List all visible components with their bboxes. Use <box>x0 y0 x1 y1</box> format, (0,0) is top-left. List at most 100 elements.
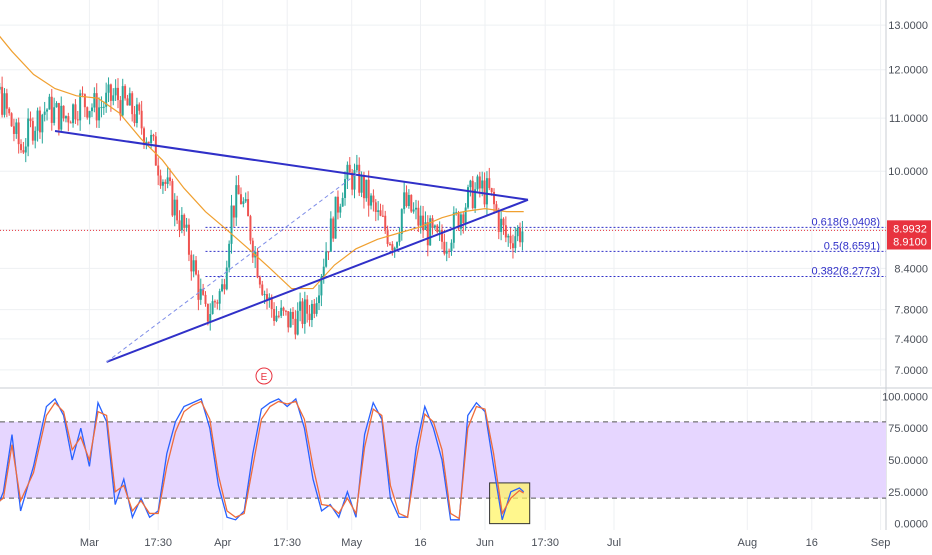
candle-body <box>138 104 141 111</box>
candle-body <box>190 254 193 272</box>
time-axis-tick: 17:30 <box>531 537 559 549</box>
time-axis-tick: 16 <box>414 537 426 549</box>
candle-body <box>325 251 328 267</box>
candle-body <box>289 311 292 328</box>
candle-body <box>235 185 238 218</box>
candle-body <box>169 177 172 182</box>
candle-body <box>116 87 119 101</box>
candle-body <box>507 235 510 238</box>
candle-body <box>98 107 101 121</box>
time-axis-tick: 17:30 <box>273 537 301 549</box>
candle-body <box>55 103 58 108</box>
candle-body <box>24 146 27 153</box>
price-axis-tick: 7.4000 <box>894 334 928 346</box>
candle-body <box>12 126 15 134</box>
candle-body <box>478 176 481 189</box>
candle-body <box>348 164 351 173</box>
candle-body <box>360 175 363 193</box>
candle-body <box>488 178 491 189</box>
candle-body <box>476 176 479 190</box>
candle-body <box>270 297 273 309</box>
candle-body <box>303 299 306 324</box>
candle-body <box>150 134 153 144</box>
candle-body <box>109 84 112 101</box>
candle-body <box>195 260 198 275</box>
candle-body <box>370 195 373 206</box>
candle-body <box>301 301 304 324</box>
candle-body <box>15 122 18 134</box>
candle-body <box>457 212 460 229</box>
candle-body <box>332 218 335 239</box>
candle-body <box>448 250 451 252</box>
fib-level-label: 0.382(8.2773) <box>812 266 881 278</box>
candle-body <box>112 95 115 101</box>
candle-body <box>417 207 420 226</box>
candle-body <box>429 218 432 246</box>
candle-body <box>284 310 287 312</box>
candle-body <box>211 301 214 315</box>
time-axis-tick: 17:30 <box>144 537 172 549</box>
candle-body <box>64 116 67 119</box>
time-axis-tick: Mar <box>80 537 99 549</box>
candle-body <box>322 266 325 277</box>
candle-body <box>455 212 458 214</box>
candle-body <box>119 100 122 116</box>
candle-body <box>308 313 311 321</box>
candle-body <box>20 144 23 151</box>
time-axis-tick: Sep <box>871 537 891 549</box>
candle-body <box>8 108 11 114</box>
candle-body <box>76 119 79 121</box>
event-marker-circle[interactable] <box>255 367 273 385</box>
candle-body <box>221 284 224 292</box>
candle-body <box>95 93 98 121</box>
candle-body <box>511 243 514 249</box>
candle-body <box>213 301 216 303</box>
oscillator-axis-tick: 100.0000 <box>882 391 928 403</box>
candle-body <box>143 128 146 144</box>
price-badge-label: 8.9932 <box>893 223 927 235</box>
candle-body <box>256 251 259 278</box>
candle-body <box>514 236 517 249</box>
candle-body <box>471 180 474 209</box>
candle-body <box>140 110 143 129</box>
candle-body <box>367 179 370 206</box>
candle-body <box>171 181 174 216</box>
candle-body <box>318 295 321 304</box>
candle-body <box>86 107 89 118</box>
candle-body <box>467 187 470 208</box>
candle-body <box>22 150 25 153</box>
candle-body <box>46 109 49 112</box>
candle-body <box>334 196 337 239</box>
candle-body <box>27 118 30 147</box>
candle-body <box>391 244 394 251</box>
candle-body <box>412 209 415 212</box>
candle-body <box>126 98 129 106</box>
candle-body <box>17 122 20 145</box>
candle-body <box>414 207 417 210</box>
price-axis-tick: 10.0000 <box>888 166 928 178</box>
candle-body <box>152 134 155 137</box>
candle-body <box>192 260 195 272</box>
price-axis-tick: 12.0000 <box>888 65 928 77</box>
candle-body <box>251 240 254 258</box>
candle-body <box>277 315 280 317</box>
candle-body <box>353 170 356 190</box>
candle-body <box>400 209 403 234</box>
price-badge-label: 8.9100 <box>893 237 927 249</box>
time-axis-tick: Apr <box>214 537 231 549</box>
candle-body <box>504 225 507 238</box>
candle-body <box>164 181 167 184</box>
candle-body <box>431 218 434 228</box>
candle-body <box>296 310 299 335</box>
candle-body <box>355 164 358 171</box>
candle-body <box>239 194 242 204</box>
candle-body <box>204 294 207 304</box>
candle-body <box>1 86 4 115</box>
candle-body <box>362 175 365 199</box>
candle-body <box>483 180 486 205</box>
candle-body <box>258 277 261 285</box>
candle-body <box>379 210 382 216</box>
candle-body <box>232 205 235 218</box>
candle-body <box>79 93 82 121</box>
